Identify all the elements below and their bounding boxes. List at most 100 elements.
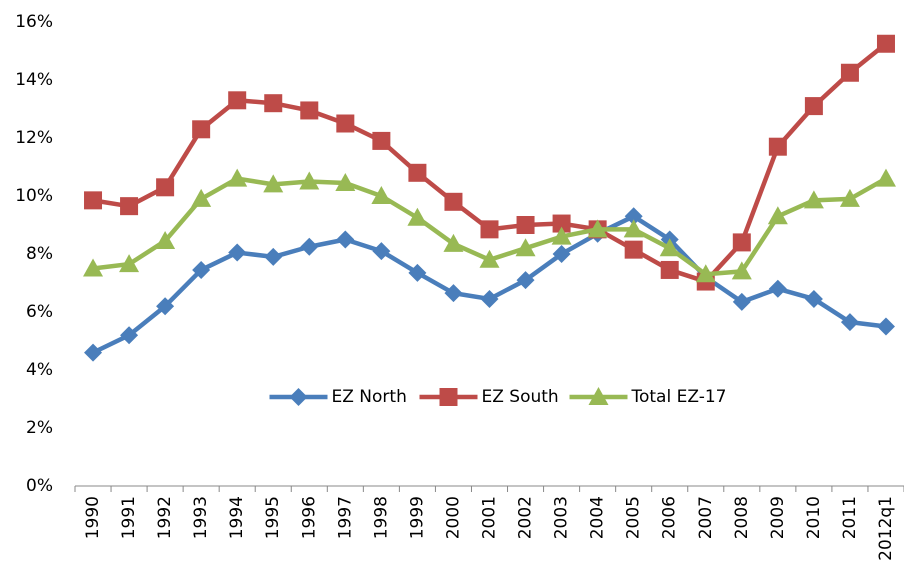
x-tick-label: 2009 [768,496,788,539]
legend-item: Total EZ-17 [569,387,727,407]
marker [803,190,824,209]
marker [120,197,139,216]
marker [660,260,679,279]
x-tick-label: 1999 [407,496,427,539]
x-tick-label: 1994 [227,496,247,539]
marker [516,271,535,290]
marker [264,247,283,266]
marker [587,219,608,238]
marker [407,207,428,226]
marker [552,214,571,233]
marker [624,240,643,259]
marker [84,343,103,362]
x-tick-label: 2002 [516,496,536,539]
legend-label: EZ North [332,387,407,407]
marker [443,233,464,252]
x-tick-label: 1998 [371,496,391,539]
marker [876,317,895,336]
y-tick-label: 4% [26,360,53,380]
x-tick-label: 2004 [588,496,608,539]
marker [624,207,643,226]
marker [408,263,427,282]
marker [659,238,680,257]
marker [768,137,787,156]
y-tick-label: 10% [15,186,53,206]
marker [155,230,176,249]
marker [444,192,463,211]
legend-item: EZ North [269,387,407,407]
x-tick-label: 2007 [696,496,716,539]
marker [840,313,859,332]
marker [289,388,308,406]
marker [156,297,175,316]
marker [444,284,463,303]
x-tick-label: 2011 [840,496,860,539]
marker [840,63,859,82]
marker [732,233,751,252]
marker [767,206,788,225]
x-tick-label: 1992 [155,496,175,539]
marker [731,261,752,280]
marker [228,243,247,262]
marker [551,226,572,245]
marker [695,264,716,283]
series [84,207,895,362]
marker [83,258,104,277]
x-tick-label: 1997 [335,496,355,539]
marker [264,94,283,113]
marker [120,326,139,345]
marker [119,254,140,273]
marker [876,34,895,53]
marker [480,289,499,308]
marker [335,172,356,191]
legend-label: Total EZ-17 [631,387,727,407]
marker [439,388,458,406]
x-tick-label: 1991 [119,496,139,539]
x-tick-label: 1990 [83,496,103,539]
x-tick-label: 2012q1 [876,496,896,561]
x-tick-label: 2008 [732,496,752,539]
marker [156,178,175,197]
legend-item: EZ South [419,387,559,407]
y-tick-label: 12% [15,128,53,148]
marker [623,219,644,238]
marker [336,114,355,133]
marker [804,97,823,116]
marker [228,91,247,110]
x-tick-label: 2005 [624,496,644,539]
y-tick-label: 0% [26,476,53,496]
legend-label: EZ South [482,387,559,407]
marker [552,245,571,263]
marker [227,168,248,187]
marker [336,230,355,249]
marker [372,242,391,261]
y-tick-label: 16% [15,12,53,32]
marker [732,292,751,311]
marker [372,131,391,150]
marker [839,188,860,207]
marker [804,289,823,308]
marker [192,120,211,139]
marker [84,191,103,210]
x-tick-label: 2001 [480,496,500,539]
y-tick-label: 2% [26,418,53,438]
series [84,34,895,291]
x-tick-label: 2003 [552,496,572,539]
marker [299,171,320,190]
marker [768,279,787,298]
marker [479,249,500,268]
series [83,168,896,283]
series-line [92,41,888,284]
marker [263,174,284,193]
y-tick-label: 14% [15,70,53,90]
marker [191,188,212,207]
marker [371,186,392,204]
marker [875,168,896,187]
marker [480,220,499,239]
x-tick-label: 1995 [263,496,283,539]
x-tick-label: 2010 [804,496,824,539]
marker [516,216,535,234]
y-tick-label: 8% [26,244,53,264]
marker [192,260,211,279]
